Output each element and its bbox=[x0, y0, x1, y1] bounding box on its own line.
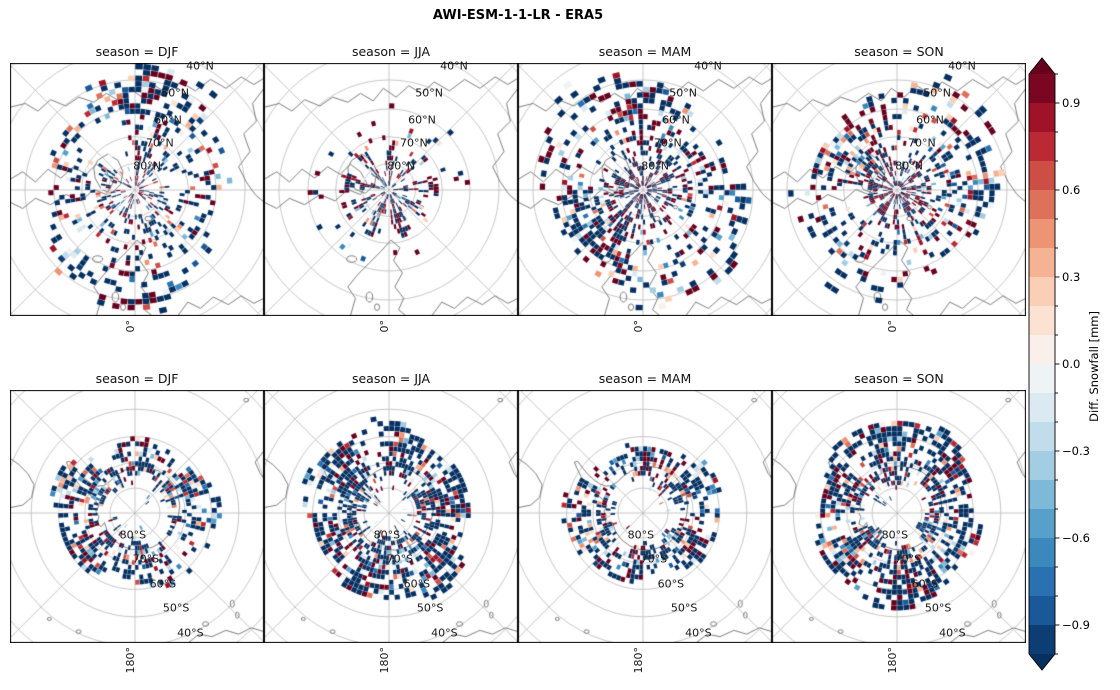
colorbar-tick-label: −0.9 bbox=[1062, 618, 1090, 632]
colorbar-tick-label: −0.3 bbox=[1062, 444, 1090, 458]
panel-title: season = JJA bbox=[351, 44, 431, 59]
lat-gridline-label: 80°S bbox=[881, 528, 909, 542]
panel-title: season = MAM bbox=[598, 371, 692, 386]
map-panel-north-jja: season = JJA 40°N 50°N 60°N 70°N 80°N 0° bbox=[264, 44, 518, 333]
lat-gridline-label: 80°N bbox=[133, 159, 162, 173]
lat-gridline-label: 60°N bbox=[408, 113, 436, 127]
lat-gridline-label: 60°S bbox=[911, 577, 939, 591]
lat-gridline-label: 40°S bbox=[177, 626, 204, 640]
lat-gridline-label: 40°N bbox=[948, 59, 976, 73]
lat-gridline-label: 50°N bbox=[415, 86, 443, 100]
map-panel-south-djf: season = DJF 80°S 70°S 60°S 50°S 40°S 180° bbox=[10, 371, 264, 674]
lon-gridline-label: 180° bbox=[124, 647, 137, 674]
colorbar-tick-label: 0.0 bbox=[1062, 357, 1081, 371]
colorbar-label: Diff. Snowfall [mm] bbox=[1087, 311, 1101, 422]
lat-gridline-label: 60°N bbox=[154, 113, 182, 127]
colorbar-tick-label: 0.3 bbox=[1062, 270, 1081, 284]
lon-gridline-label: 0° bbox=[378, 320, 391, 333]
lat-gridline-label: 70°N bbox=[907, 136, 936, 150]
lat-gridline-label: 70°S bbox=[386, 552, 414, 566]
lon-gridline-label: 180° bbox=[378, 647, 391, 674]
colorbar-tick-label: −0.6 bbox=[1062, 531, 1090, 545]
panel-title: season = JJA bbox=[351, 371, 431, 386]
map-canvas-north-djf bbox=[10, 63, 264, 316]
lat-gridline-label: 40°S bbox=[431, 626, 458, 640]
lat-gridline-label: 80°N bbox=[641, 159, 670, 173]
lat-gridline-label: 60°N bbox=[916, 113, 944, 127]
lat-gridline-label: 70°S bbox=[132, 552, 160, 566]
lat-gridline-label: 50°N bbox=[669, 86, 697, 100]
colorbar-tick-label: 0.6 bbox=[1062, 183, 1081, 197]
lat-gridline-label: 60°S bbox=[657, 577, 685, 591]
lat-gridline-label: 70°N bbox=[399, 136, 428, 150]
panel-title: season = MAM bbox=[598, 44, 692, 59]
lon-gridline-label: 180° bbox=[632, 647, 645, 674]
map-canvas-north-mam bbox=[518, 63, 772, 316]
map-canvas-north-son bbox=[772, 63, 1026, 316]
lat-gridline-label: 70°N bbox=[653, 136, 682, 150]
lat-gridline-label: 40°N bbox=[440, 59, 468, 73]
lat-gridline-label: 40°S bbox=[939, 626, 966, 640]
lon-gridline-label: 0° bbox=[632, 320, 645, 333]
lat-gridline-label: 60°S bbox=[403, 577, 431, 591]
lon-gridline-label: 180° bbox=[886, 647, 899, 674]
figure-title: AWI-ESM-1-1-LR - ERA5 bbox=[432, 8, 604, 23]
lat-gridline-label: 70°N bbox=[145, 136, 174, 150]
lat-gridline-label: 80°N bbox=[895, 159, 924, 173]
map-panel-north-djf: season = DJF 40°N 50°N 60°N 70°N 80°N 0° bbox=[10, 44, 264, 333]
lon-gridline-label: 0° bbox=[124, 320, 137, 333]
lat-gridline-label: 50°S bbox=[670, 601, 698, 615]
lat-gridline-label: 80°S bbox=[627, 528, 655, 542]
lat-gridline-label: 50°S bbox=[924, 601, 952, 615]
colorbar bbox=[1028, 56, 1064, 678]
panel-title: season = DJF bbox=[95, 371, 179, 386]
lat-gridline-label: 40°N bbox=[694, 59, 722, 73]
lat-gridline-label: 80°N bbox=[387, 159, 416, 173]
map-canvas-south-mam bbox=[518, 390, 772, 643]
panel-title: season = SON bbox=[854, 44, 944, 59]
lat-gridline-label: 60°N bbox=[662, 113, 690, 127]
lat-gridline-label: 70°S bbox=[640, 552, 668, 566]
colorbar-tick-label: 0.9 bbox=[1062, 96, 1081, 110]
lat-gridline-label: 50°S bbox=[162, 601, 190, 615]
lat-gridline-label: 40°N bbox=[186, 59, 214, 73]
lon-gridline-label: 0° bbox=[886, 320, 899, 333]
panel-title: season = DJF bbox=[95, 44, 179, 59]
map-panel-south-son: season = SON 80°S 70°S 60°S 50°S 40°S 180° bbox=[772, 371, 1026, 674]
lat-gridline-label: 80°S bbox=[373, 528, 401, 542]
lat-gridline-label: 60°S bbox=[149, 577, 177, 591]
lat-gridline-label: 50°S bbox=[416, 601, 444, 615]
lat-gridline-label: 50°N bbox=[923, 86, 951, 100]
panel-title: season = SON bbox=[854, 371, 944, 386]
map-canvas-south-son bbox=[772, 390, 1026, 643]
lat-gridline-label: 70°S bbox=[894, 552, 922, 566]
map-canvas-north-jja bbox=[264, 63, 518, 316]
map-panel-south-jja: season = JJA 80°S 70°S 60°S 50°S 40°S 180° bbox=[264, 371, 518, 674]
colorbar-gradient bbox=[1028, 57, 1060, 671]
map-canvas-south-djf bbox=[10, 390, 264, 643]
map-canvas-south-jja bbox=[264, 390, 518, 643]
lat-gridline-label: 50°N bbox=[161, 86, 189, 100]
lat-gridline-label: 40°S bbox=[685, 626, 712, 640]
map-panel-south-mam: season = MAM 80°S 70°S 60°S 50°S 40°S 180° bbox=[518, 371, 772, 674]
map-panel-north-mam: season = MAM 40°N 50°N 60°N 70°N 80°N 0° bbox=[518, 44, 772, 333]
map-panel-north-son: season = SON 40°N 50°N 60°N 70°N 80°N 0° bbox=[772, 44, 1026, 333]
lat-gridline-label: 80°S bbox=[119, 528, 147, 542]
